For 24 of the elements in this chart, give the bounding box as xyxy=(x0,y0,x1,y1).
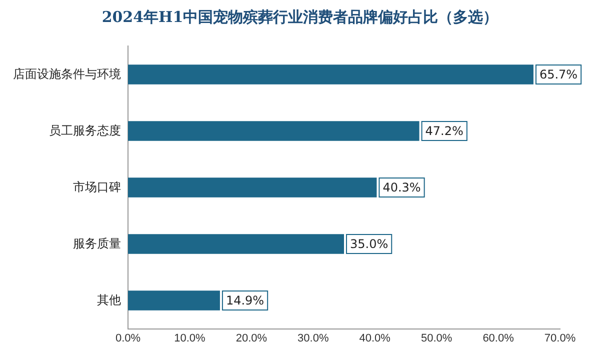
data-label: 65.7% xyxy=(539,68,578,82)
bar xyxy=(128,64,534,84)
x-tick-label: 50.0% xyxy=(420,332,452,344)
x-tick-label: 60.0% xyxy=(482,332,514,344)
x-tick-label: 30.0% xyxy=(298,332,329,344)
x-tick-label: 70.0% xyxy=(544,332,576,344)
x-tick-label: 20.0% xyxy=(236,332,268,344)
bar xyxy=(128,178,377,198)
data-label: 14.9% xyxy=(226,294,264,308)
data-label: 35.0% xyxy=(350,237,388,252)
y-tick-label: 店面设施条件与环境 xyxy=(13,66,121,81)
x-tick-label: 10.0% xyxy=(174,332,206,344)
y-tick-label: 服务质量 xyxy=(73,236,121,250)
y-tick-label: 员工服务态度 xyxy=(49,123,121,138)
data-label: 47.2% xyxy=(425,124,464,138)
bar xyxy=(128,290,220,310)
x-tick-label: 40.0% xyxy=(359,332,391,344)
x-tick-label: 0.0% xyxy=(115,332,141,344)
bar xyxy=(128,234,344,254)
chart-title: 2024年H1中国宠物殡葬行业消费者品牌偏好占比（多选） xyxy=(100,8,500,27)
y-tick-label: 市场口碑 xyxy=(73,180,121,194)
y-tick-label: 其他 xyxy=(97,292,121,307)
bar xyxy=(128,121,420,141)
data-label: 40.3% xyxy=(382,180,421,195)
